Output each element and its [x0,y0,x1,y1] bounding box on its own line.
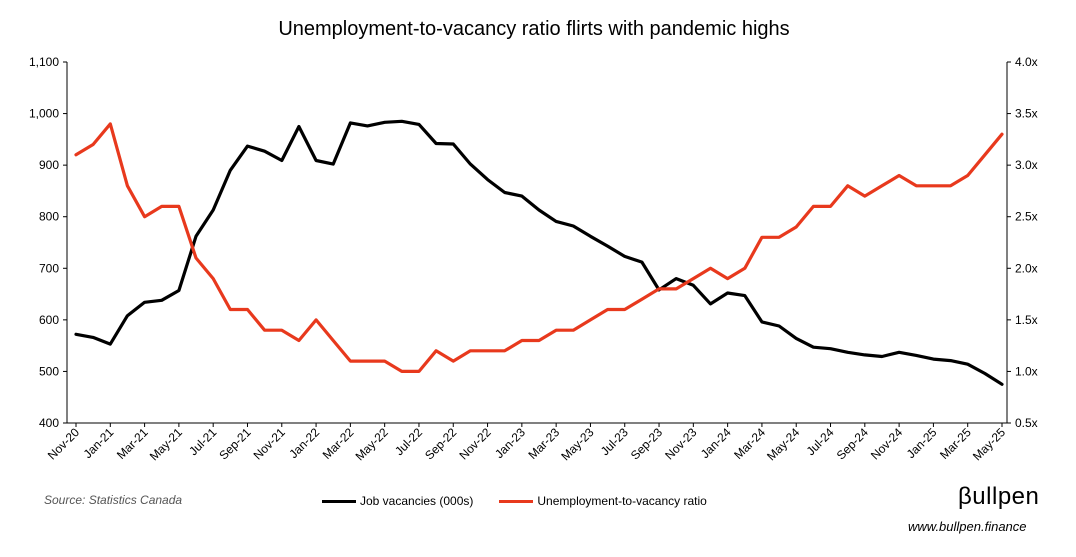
y-left-tick-label: 900 [39,158,59,172]
legend-swatch-job-vacancies [322,499,356,503]
x-tick-label: Mar-24 [731,425,768,462]
x-tick-label: Nov-22 [456,425,493,462]
y-right-tick-label: 1.5x [1015,313,1038,327]
x-tick-label: Mar-21 [114,425,151,462]
y-left-tick-label: 700 [39,261,59,275]
y-right-tick-label: 3.0x [1015,158,1038,172]
x-tick-label: Nov-24 [868,425,905,462]
y-right-tick-label: 4.0x [1015,55,1038,69]
source-note: Source: Statistics Canada [44,493,183,507]
x-tick-label: May-25 [970,425,1008,463]
legend: Job vacancies (000s) Unemployment-to-vac… [322,494,733,508]
x-tick-label: Sep-23 [628,425,665,462]
series-lines [74,119,1004,386]
x-tick-label: Mar-25 [937,425,974,462]
x-tick-label: Jan-24 [698,425,734,461]
y-left-tick-label: 1,000 [29,107,59,121]
x-tick-label: Mar-23 [525,425,562,462]
y-right-tick-label: 2.0x [1015,261,1038,275]
x-tick-label: Nov-23 [662,425,699,462]
y-left-tick-label: 800 [39,210,59,224]
x-tick-label: Jul-23 [598,425,631,458]
brand-logo: βullpen [958,483,1040,510]
y-right-tick-label: 1.0x [1015,364,1038,378]
y-left-tick-label: 600 [39,313,59,327]
legend-item-job-vacancies: Job vacancies (000s) [322,494,473,508]
x-tick-label: Jul-21 [186,425,219,458]
x-tick-label: Sep-22 [422,425,459,462]
brand-url[interactable]: www.bullpen.finance [908,519,1027,534]
x-tick-label: Jul-22 [392,425,425,458]
legend-label-job-vacancies: Job vacancies (000s) [360,494,474,508]
x-tick-label: Sep-21 [216,425,253,462]
x-tick-label: Jan-22 [286,425,322,461]
x-tick-label: Mar-22 [320,425,357,462]
x-tick-label: May-23 [558,425,596,463]
y-right-tick-label: 3.5x [1015,107,1038,121]
axes [66,62,1008,424]
series-line-job-vacancies [74,119,1004,386]
x-tick-label: Jan-23 [492,425,528,461]
legend-item-uv-ratio: Unemployment-to-vacancy ratio [499,494,707,508]
x-tick-label: Sep-24 [834,425,871,462]
y-right-tick-label: 2.5x [1015,210,1038,224]
legend-swatch-uv-ratio [499,499,534,503]
x-tick-label: May-24 [764,425,802,463]
x-tick-label: Nov-20 [45,425,82,462]
y-right-tick-label: 0.5x [1015,416,1038,430]
x-tick-label: Jul-24 [804,425,837,458]
y-left-tick-label: 500 [39,364,59,378]
x-tick-label: Jan-21 [81,425,117,461]
y-left-tick-label: 1,100 [29,55,59,69]
y-left-tick-label: 400 [39,416,59,430]
x-tick-label: May-22 [353,425,391,463]
x-tick-label: May-21 [147,425,185,463]
x-tick-label: Jan-25 [904,425,940,461]
x-tick-label: Nov-21 [251,425,288,462]
tick-labels: 400 500 600 700 800 900 1,000 1,100 0.5x 1.0x 1.5x… [29,55,1038,463]
legend-label-uv-ratio: Unemployment-to-vacancy ratio [537,494,707,508]
series-line-uv-ratio [74,122,1004,373]
chart-title: Unemployment-to-vacancy ratio flirts wit… [278,18,789,40]
